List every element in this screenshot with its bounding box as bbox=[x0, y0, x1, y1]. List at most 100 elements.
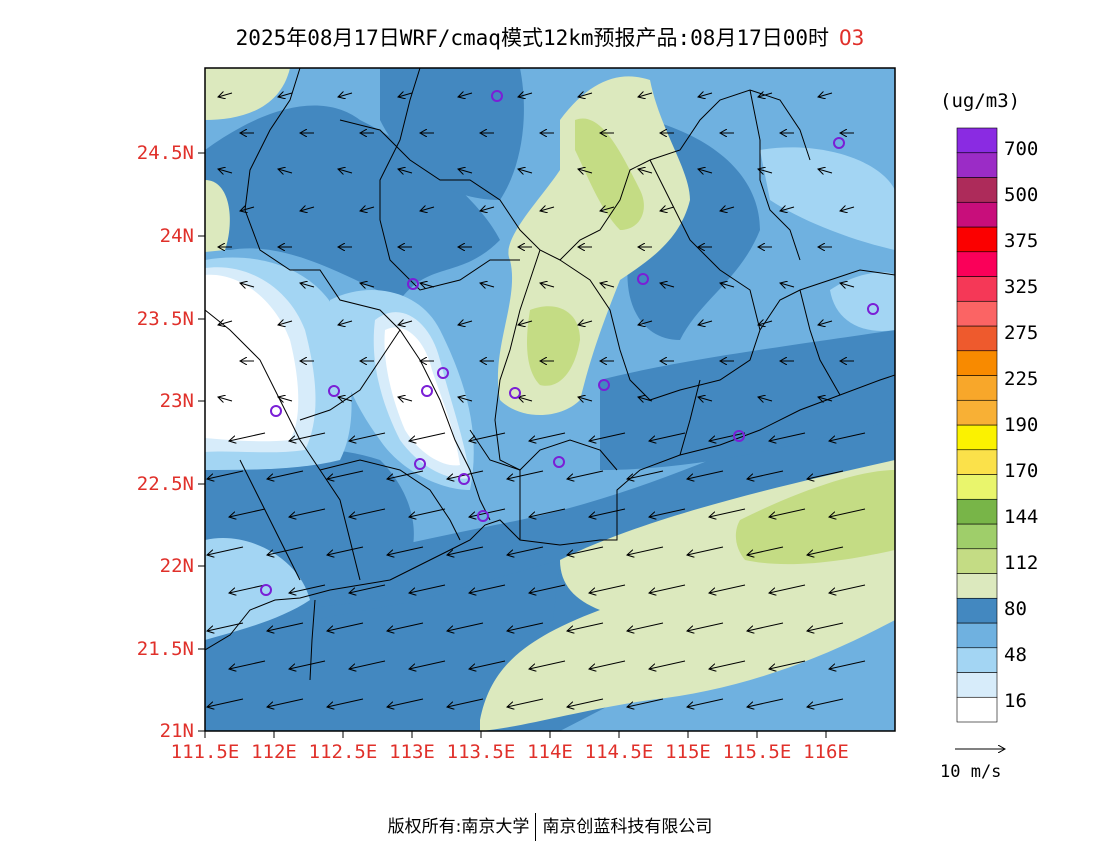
wind-arrow bbox=[747, 622, 784, 631]
wind-arrow bbox=[589, 660, 626, 669]
wind-arrow bbox=[529, 508, 566, 517]
wind-arrow bbox=[267, 622, 304, 631]
wind-arrow bbox=[578, 397, 593, 401]
wind-arrow bbox=[567, 470, 604, 479]
footer-copyright: 版权所有:南京大学 bbox=[387, 817, 530, 837]
station-marker bbox=[733, 430, 745, 442]
wind-arrow bbox=[458, 169, 473, 173]
wind-arrow bbox=[327, 698, 364, 707]
wind-arrow bbox=[447, 698, 484, 707]
station-marker bbox=[598, 379, 610, 391]
wind-arrow bbox=[289, 660, 326, 669]
title-variable: O3 bbox=[839, 26, 865, 50]
lat-label: 22.5N bbox=[137, 473, 194, 495]
wind-arrow bbox=[829, 660, 866, 669]
colorbar-label: 375 bbox=[1004, 230, 1039, 252]
colorbar-swatch bbox=[956, 300, 998, 327]
wind-arrow bbox=[660, 207, 675, 211]
station-marker bbox=[328, 385, 340, 397]
wind-arrow bbox=[278, 321, 293, 325]
colorbar-swatch bbox=[956, 449, 998, 475]
wind-arrow bbox=[289, 508, 326, 517]
wind-arrow bbox=[349, 584, 386, 593]
colorbar-swatch bbox=[956, 375, 998, 401]
station-marker bbox=[414, 458, 426, 470]
colorbar-swatch bbox=[956, 251, 998, 277]
monitoring-stations bbox=[260, 90, 879, 596]
wind-arrow bbox=[360, 207, 375, 211]
colorbar-swatch bbox=[956, 424, 998, 451]
latitude-axis: 24.5N 24N 23.5N 23N 22.5N 22N 21.5N 21N bbox=[137, 142, 205, 742]
wind-arrow bbox=[289, 432, 326, 441]
wind-arrow bbox=[300, 283, 315, 287]
wind-arrow bbox=[567, 698, 604, 707]
wind-arrow bbox=[338, 93, 353, 97]
wind-arrow bbox=[229, 584, 266, 593]
wind-arrow bbox=[818, 397, 833, 401]
wind-arrow bbox=[698, 169, 713, 173]
wind-arrow bbox=[529, 660, 566, 669]
lon-label: 111.5E bbox=[171, 741, 240, 763]
concentration-field bbox=[205, 68, 895, 731]
colorbar-swatch bbox=[956, 152, 998, 178]
colorbar-swatch bbox=[956, 226, 998, 253]
wind-arrow bbox=[229, 508, 266, 517]
wind-arrow bbox=[649, 432, 686, 441]
wind-arrow bbox=[507, 470, 544, 479]
wind-vectors bbox=[207, 93, 866, 707]
colorbar-swatch bbox=[956, 276, 998, 302]
wind-arrow bbox=[447, 622, 484, 631]
title-main: 2025年08月17日WRF/cmaq模式12km预报产品:08月17日00时 bbox=[235, 26, 830, 50]
wind-arrow bbox=[360, 283, 375, 287]
wind-arrow bbox=[649, 508, 686, 517]
colorbar bbox=[956, 127, 998, 723]
station-marker bbox=[421, 385, 433, 397]
wind-arrow bbox=[278, 93, 293, 97]
wind-arrow bbox=[240, 207, 255, 211]
wind-arrow bbox=[518, 397, 533, 401]
wind-arrow bbox=[409, 432, 446, 441]
wind-arrow bbox=[660, 283, 675, 287]
lon-label: 113E bbox=[389, 741, 435, 763]
wind-arrow bbox=[480, 207, 495, 211]
wind-arrow bbox=[218, 169, 233, 173]
wind-arrow bbox=[698, 397, 713, 401]
wind-arrow bbox=[807, 698, 844, 707]
wind-arrow bbox=[409, 660, 446, 669]
wind-arrow bbox=[589, 508, 626, 517]
wind-arrow bbox=[420, 283, 435, 287]
wind-arrow bbox=[600, 207, 615, 211]
wind-arrow bbox=[278, 397, 293, 401]
lon-label: 115E bbox=[665, 741, 711, 763]
colorbar-swatch bbox=[956, 672, 998, 698]
colorbar-label: 190 bbox=[1004, 414, 1039, 436]
wind-reference-label: 10 m/s bbox=[940, 762, 1002, 782]
station-marker bbox=[407, 278, 419, 290]
wind-arrow bbox=[638, 397, 653, 401]
wind-arrow bbox=[469, 584, 506, 593]
wind-arrow bbox=[207, 546, 244, 555]
wind-arrow bbox=[758, 169, 773, 173]
wind-arrow bbox=[567, 546, 604, 555]
station-marker bbox=[491, 90, 503, 102]
boundaries bbox=[205, 68, 895, 681]
colorbar-swatch bbox=[956, 548, 998, 574]
wind-arrow bbox=[229, 660, 266, 669]
wind-arrow bbox=[469, 660, 506, 669]
wind-arrow bbox=[540, 283, 555, 287]
wind-arrow bbox=[267, 470, 304, 479]
wind-arrow bbox=[709, 584, 746, 593]
wind-arrow bbox=[567, 622, 604, 631]
wind-arrow bbox=[218, 321, 233, 325]
longitude-axis: 111.5E 112E 112.5E 113E 113.5E 114E 114.… bbox=[171, 731, 849, 763]
colorbar-swatch bbox=[956, 597, 998, 624]
station-marker bbox=[270, 405, 282, 417]
wind-arrow bbox=[387, 698, 424, 707]
colorbar-unit: (ug/m3) bbox=[940, 90, 1021, 112]
wind-arrow bbox=[458, 397, 473, 401]
wind-arrow bbox=[289, 584, 326, 593]
colorbar-label: 16 bbox=[1004, 690, 1027, 712]
station-marker bbox=[477, 510, 489, 522]
wind-arrow bbox=[780, 207, 795, 211]
lat-label: 21N bbox=[160, 720, 194, 742]
